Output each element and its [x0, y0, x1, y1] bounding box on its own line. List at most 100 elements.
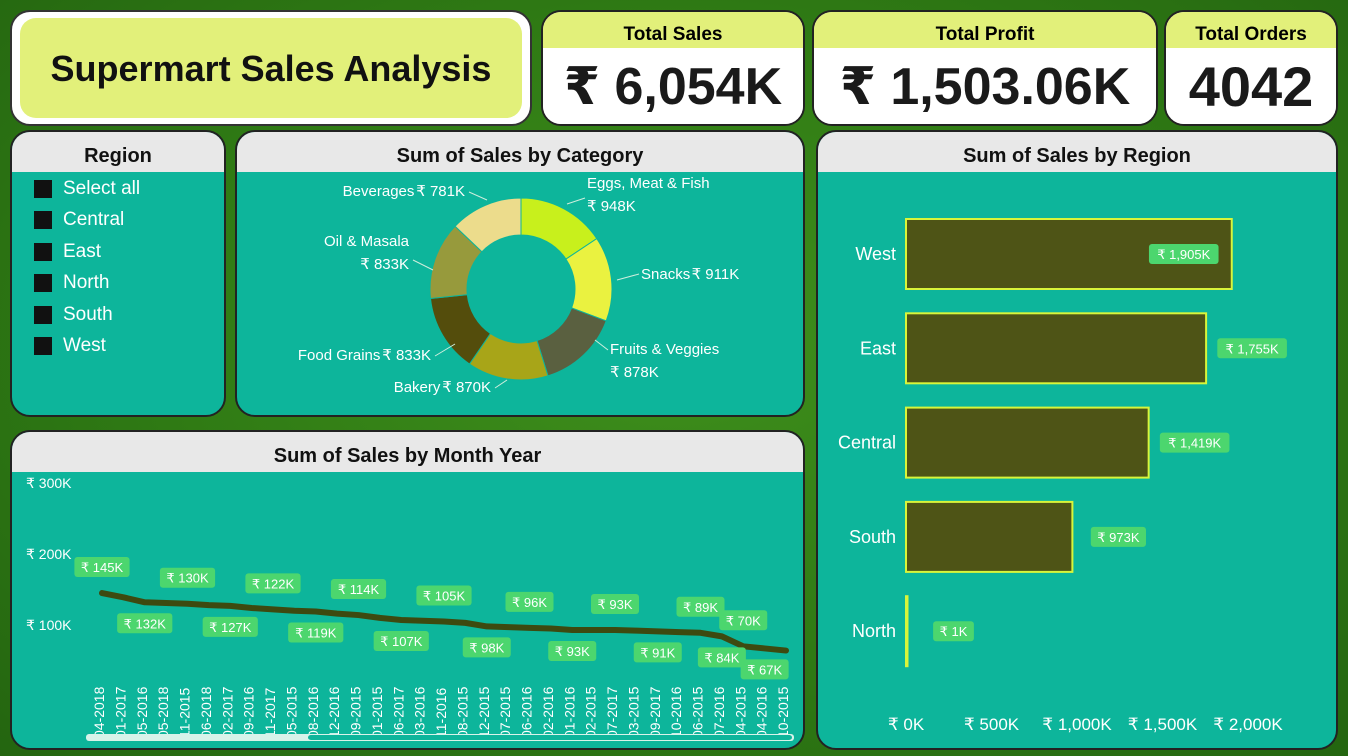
slicer-item-central[interactable]: Central — [34, 205, 224, 237]
line-data-label-text: ₹ 98K — [469, 640, 504, 655]
region-bar — [905, 500, 1074, 573]
slicer-item-select-all[interactable]: Select all — [34, 173, 224, 205]
line-data-label: ₹ 119K — [288, 622, 344, 643]
line-data-label-bg — [740, 659, 789, 680]
checkbox-icon[interactable] — [34, 179, 52, 198]
region-data-label-bg — [1148, 244, 1219, 264]
region-axis-label: West — [855, 244, 896, 264]
line-data-label-bg — [117, 613, 173, 634]
region-data-label-bg — [1217, 338, 1287, 359]
x-tick-label: 09-2015 — [348, 686, 364, 738]
x-tick-label: 03-2015 — [625, 686, 641, 738]
x-tick-label: ₹ 0K — [888, 715, 925, 734]
line-data-label-text: ₹ 84K — [704, 650, 739, 665]
checkbox-icon[interactable] — [34, 274, 52, 293]
x-tick-label: 04-2016 — [754, 686, 770, 738]
x-tick-label: 06-2016 — [519, 686, 535, 738]
slice-category-label: Eggs, Meat & Fish — [587, 175, 710, 192]
kpi-value: ₹ 6,054K — [543, 48, 803, 124]
month-line-chart[interactable]: ₹ 100K ₹ 200K ₹ 300K ₹ 145K ₹ 132K ₹ 130K ₹ 12… — [12, 472, 803, 748]
line-data-label-text: ₹ 145K — [81, 560, 124, 575]
title-card: Supermart Sales Analysis — [10, 10, 532, 126]
leader-line — [468, 191, 488, 201]
slicer-item-label: Select all — [63, 177, 141, 199]
region-bar-card: Sum of Sales by Region West ₹ 1,905K East ₹… — [816, 130, 1338, 750]
slice-category-label: Snacks — [641, 266, 690, 283]
slice-category-label: Fruits & Veggies — [610, 341, 719, 358]
y-tick-label: ₹ 300K — [26, 475, 72, 491]
checkbox-icon[interactable] — [34, 337, 52, 356]
line-data-label-text: ₹ 132K — [124, 616, 167, 631]
slicer-item-south[interactable]: South — [34, 299, 224, 331]
line-data-label-text: ₹ 93K — [555, 644, 590, 659]
x-tick-label: ₹ 1,000K — [1042, 715, 1112, 734]
line-data-label-text: ₹ 122K — [252, 576, 295, 591]
line-data-label-bg — [416, 585, 472, 606]
line-data-label-bg — [330, 579, 387, 600]
region-bar-chart[interactable]: West ₹ 1,905K East ₹ 1,755K Central ₹ 1,419K S… — [818, 172, 1336, 748]
line-data-label-bg — [159, 567, 216, 588]
region-data-label-bg — [933, 621, 974, 642]
leader-line — [434, 343, 456, 357]
slicer-item-label: North — [63, 272, 110, 294]
x-tick-label: ₹ 2,000K — [1213, 715, 1283, 734]
sales-line — [99, 590, 789, 654]
line-data-label: ₹ 91K — [633, 642, 682, 663]
line-data-label-bg — [548, 640, 597, 661]
x-tick-label: 07-2016 — [711, 686, 727, 738]
x-tick-label: 05-2018 — [155, 686, 171, 738]
line-data-label-bg — [462, 637, 511, 658]
region-data-label-text: ₹ 1,905K — [1157, 247, 1210, 262]
checkbox-icon[interactable] — [34, 211, 52, 230]
line-data-label: ₹ 127K — [202, 616, 258, 637]
region-data-label: ₹ 1K — [933, 621, 974, 642]
checkbox-icon[interactable] — [34, 242, 52, 261]
line-data-label-text: ₹ 91K — [640, 645, 675, 660]
slicer-title: Region — [12, 132, 224, 172]
line-data-label-text: ₹ 89K — [683, 600, 718, 615]
line-data-label-bg — [245, 573, 301, 594]
line-data-label-bg — [288, 622, 344, 643]
category-donut-chart[interactable]: Eggs, Meat & Fish ₹ 948K Snacks ₹ 911K Fruit… — [237, 172, 803, 415]
x-tick-label: 06-2015 — [690, 686, 706, 738]
region-data-label-bg — [1159, 432, 1230, 453]
slice-category-label: Food Grains — [298, 347, 381, 364]
slicer-item-label: Central — [63, 209, 125, 231]
region-axis-label: South — [849, 527, 896, 547]
kpi-value: ₹ 1,503.06K — [814, 48, 1156, 124]
slicer-list: Select all Central East North South West — [12, 172, 224, 362]
line-data-label-text: ₹ 67K — [747, 662, 782, 677]
line-data-label-bg — [676, 596, 725, 617]
x-tick-label: 03-2016 — [412, 686, 428, 738]
slice-value-label: ₹ 878K — [610, 364, 659, 381]
checkbox-icon[interactable] — [34, 305, 52, 324]
slicer-item-west[interactable]: West — [34, 331, 224, 363]
line-data-label: ₹ 114K — [330, 579, 387, 600]
region-data-label: ₹ 1,905K — [1148, 244, 1219, 264]
x-tick-label: 08-2016 — [305, 686, 321, 738]
x-tick-label: ₹ 500K — [964, 715, 1020, 734]
x-tick-label: 08-2015 — [454, 686, 470, 738]
leader-line — [594, 339, 609, 351]
leader-line — [616, 273, 640, 281]
category-donut-card: Sum of Sales by Category Eggs, Meat & Fi… — [235, 130, 805, 417]
line-data-label: ₹ 145K — [74, 557, 130, 578]
page-title: Supermart Sales Analysis — [50, 48, 492, 89]
line-data-label: ₹ 130K — [159, 567, 216, 588]
region-axis-label: Central — [838, 433, 896, 453]
x-tick-label: 11-2017 — [262, 687, 278, 738]
x-tick-label: 04-2015 — [732, 686, 748, 738]
scrollbar-thumb[interactable] — [308, 735, 792, 740]
line-data-label: ₹ 93K — [548, 640, 597, 661]
slicer-item-east[interactable]: East — [34, 236, 224, 268]
x-tick-label: 06-2018 — [198, 686, 214, 738]
x-tick-label: 01-2015 — [369, 686, 385, 738]
slice-value-label: ₹ 833K — [382, 347, 431, 364]
line-data-label: ₹ 132K — [117, 613, 173, 634]
slicer-item-label: South — [63, 303, 113, 325]
slicer-item-north[interactable]: North — [34, 268, 224, 300]
slice-value-label: ₹ 870K — [442, 379, 491, 396]
x-tick-label: 02-2017 — [219, 686, 235, 738]
x-tick-label: 09-2016 — [241, 686, 257, 738]
kpi-value: 4042 — [1166, 48, 1336, 124]
